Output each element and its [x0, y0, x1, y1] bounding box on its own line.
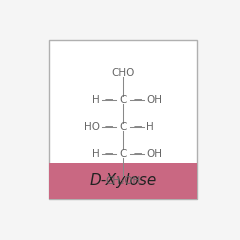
Text: HO: HO [84, 122, 100, 132]
Text: —: — [104, 149, 113, 158]
Text: C: C [119, 149, 127, 159]
Text: —: — [133, 149, 142, 158]
Text: —: — [104, 96, 113, 104]
Text: C: C [119, 95, 127, 105]
Text: OH: OH [146, 95, 162, 105]
Text: D-Xylose: D-Xylose [89, 173, 157, 188]
Text: CH₂OH: CH₂OH [105, 176, 141, 186]
Text: —: — [133, 96, 142, 104]
Text: OH: OH [146, 149, 162, 159]
Text: C: C [119, 122, 127, 132]
Text: H: H [92, 95, 100, 105]
Text: H: H [146, 122, 154, 132]
Text: H: H [92, 149, 100, 159]
Bar [48, 163, 197, 199]
Text: CHO: CHO [111, 68, 135, 78]
Text: —: — [104, 122, 113, 131]
Text: —: — [133, 122, 142, 131]
Bar [48, 40, 197, 199]
